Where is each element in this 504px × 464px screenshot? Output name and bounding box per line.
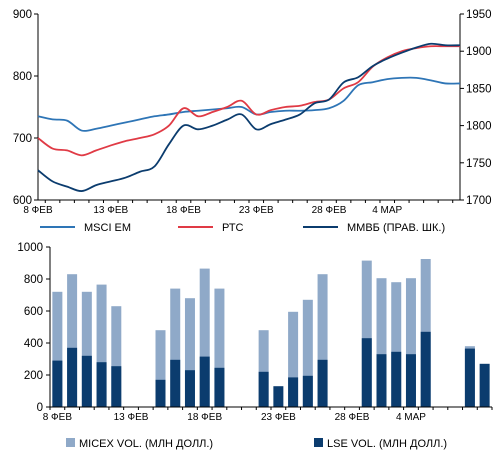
- lse-bar: [420, 331, 431, 407]
- micex-bar: [214, 288, 225, 407]
- micex-bar: [258, 330, 269, 407]
- lse-bar: [155, 379, 166, 407]
- series-line-2: [37, 45, 460, 157]
- bar-legend-label-2: LSE VOL. (МЛН ДОЛЛ.): [327, 438, 447, 450]
- lse-bar: [273, 386, 284, 407]
- bar-y-tick-label: 400: [24, 338, 43, 350]
- micex-bar: [170, 288, 181, 407]
- legend-label-2: РТС: [222, 222, 244, 234]
- micex-bar: [361, 260, 372, 407]
- bar-chart: 0 200 400 600 800 1000 8 ФЕВ 13 ФЕВ 18 ФЕВ 23 ФЕВ…: [17, 242, 493, 450]
- micex-bar: [288, 311, 299, 407]
- left-y-tick-label: 800: [13, 71, 32, 83]
- right-y-tick-label: 1850: [466, 83, 492, 95]
- right-y-tick-label: 1750: [466, 158, 492, 170]
- micex-bar: [96, 284, 107, 407]
- bar-legend-swatch-1: [66, 438, 75, 447]
- bar-x-tick-label: 13 ФЕВ: [114, 412, 149, 423]
- lse-bar: [184, 370, 195, 407]
- right-y-tick-label: 1800: [466, 121, 492, 133]
- lse-bar: [111, 366, 122, 407]
- x-tick-label: 28 ФЕВ: [312, 205, 347, 216]
- micex-bar: [81, 291, 92, 407]
- x-tick-label: 13 ФЕВ: [93, 205, 128, 216]
- bar-x-tick-label: 28 ФЕВ: [335, 412, 370, 423]
- lse-bar: [258, 371, 269, 407]
- left-y-tick-label: 700: [13, 133, 32, 145]
- lse-bar: [391, 351, 402, 407]
- lse-bar: [214, 367, 225, 407]
- lse-bar: [81, 355, 92, 407]
- lse-bar: [288, 377, 299, 407]
- lse-bar: [479, 363, 490, 407]
- micex-bar: [317, 274, 328, 407]
- micex-bar: [376, 278, 387, 407]
- lse-bar: [464, 348, 475, 407]
- bar-legend-swatch-2: [314, 438, 323, 447]
- series-line-3: [37, 42, 461, 192]
- lse-bar: [405, 354, 416, 407]
- lse-bar: [317, 359, 328, 407]
- micex-bar: [302, 299, 313, 407]
- bar-y-tick-label: 1000: [17, 242, 43, 254]
- lse-bar: [361, 338, 372, 407]
- micex-bar: [199, 268, 210, 407]
- bar-x-tick-label: 8 ФЕВ: [43, 412, 73, 423]
- x-tick-label: 8 ФЕВ: [23, 205, 53, 216]
- right-y-tick-label: 1700: [466, 195, 492, 207]
- micex-bar: [155, 330, 166, 407]
- micex-bar: [52, 291, 63, 407]
- series-line-1: [37, 76, 461, 132]
- lse-bar: [376, 354, 387, 407]
- micex-bar: [67, 274, 78, 407]
- lse-bar: [96, 362, 107, 407]
- x-tick-label: 4 МАР: [372, 205, 402, 216]
- bar-y-tick-label: 200: [24, 370, 43, 382]
- left-y-tick-label: 900: [13, 9, 32, 21]
- x-tick-label: 23 ФЕВ: [239, 205, 274, 216]
- right-y-tick-label: 1900: [466, 46, 492, 58]
- micex-bar: [391, 282, 402, 407]
- micex-bar: [405, 278, 416, 407]
- micex-bar: [184, 298, 195, 407]
- lse-bar: [170, 359, 181, 407]
- right-y-tick-label: 1950: [466, 9, 492, 21]
- bar-x-tick-label: 18 ФЕВ: [187, 412, 222, 423]
- bar-y-tick-label: 0: [37, 402, 43, 414]
- micex-bar: [111, 306, 122, 407]
- line-chart: 600 700 800 900 1700 1750 1800 1850 1900 1950 8 ФЕ…: [13, 9, 492, 234]
- bar-y-tick-label: 800: [24, 274, 43, 286]
- lse-bar: [67, 347, 78, 407]
- legend-label-3: ММВБ (ПРАВ. ШК.): [347, 222, 445, 234]
- bar-legend-label-1: MICEX VOL. (МЛН ДОЛЛ.): [79, 438, 213, 450]
- lse-bar: [52, 360, 63, 407]
- left-y-tick-label: 600: [13, 195, 32, 207]
- legend-label-1: MSCI EM: [84, 222, 131, 234]
- bar-x-tick-label: 4 МАР: [396, 412, 426, 423]
- lse-bar: [302, 375, 313, 407]
- bar-y-tick-label: 600: [24, 306, 43, 318]
- x-tick-label: 18 ФЕВ: [166, 205, 201, 216]
- bar-x-tick-label: 23 ФЕВ: [261, 412, 296, 423]
- lse-bar: [199, 356, 210, 407]
